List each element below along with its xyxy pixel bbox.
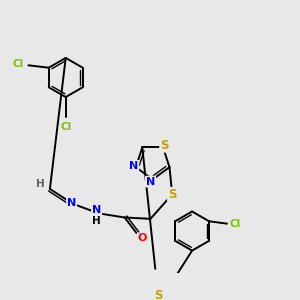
Text: N: N (129, 161, 138, 171)
Text: O: O (138, 233, 147, 243)
Text: Cl: Cl (60, 122, 71, 132)
Text: S: S (154, 289, 162, 300)
Text: Cl: Cl (230, 219, 241, 229)
Text: N: N (67, 197, 76, 208)
Text: H: H (36, 178, 45, 188)
Text: N: N (92, 205, 101, 215)
Text: Cl: Cl (12, 58, 24, 69)
Text: H: H (92, 216, 101, 226)
Text: N: N (146, 177, 155, 187)
Text: S: S (168, 188, 176, 201)
Text: S: S (160, 139, 169, 152)
